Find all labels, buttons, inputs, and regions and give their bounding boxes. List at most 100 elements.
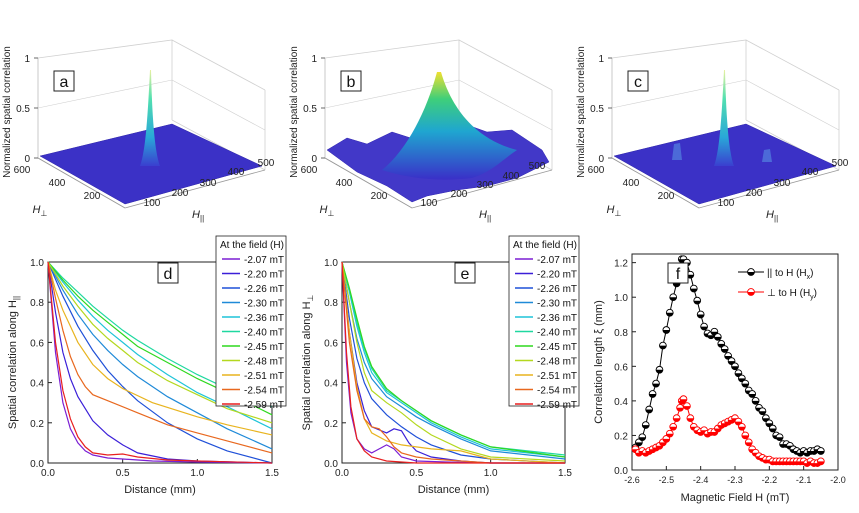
series-0-point-fill [697, 314, 705, 318]
par-tick-label: 300 [200, 178, 217, 189]
series-line-9 [341, 261, 565, 464]
par-tick-label: 100 [144, 198, 161, 209]
line-panel-e: 0.0 0.5 1.0 1.5 0.0 0.2 0.4 0.6 0.8 1.0 Distance (… [301, 235, 580, 496]
y-tick-label: 0.4 [614, 397, 628, 408]
legend-label-7: -2.48 mT [244, 357, 284, 368]
par-axis-sub: || [774, 214, 778, 223]
x-tick-label: 0.0 [41, 468, 55, 479]
legend-label-7: -2.48 mT [537, 357, 577, 368]
series-line-8 [341, 261, 566, 464]
perp-tick-label: 400 [623, 178, 640, 189]
x-tick-label: 1.0 [484, 468, 498, 479]
series-0-point-fill [707, 335, 715, 339]
perp-tick-label: 600 [301, 165, 318, 176]
series-0-point-fill [700, 326, 708, 330]
par-tick-label: 500 [832, 158, 849, 169]
panel-label-box [667, 262, 689, 284]
legend-title: At the field (H) [513, 240, 577, 251]
x-tick-label: 1.5 [265, 468, 279, 479]
legend-label-0: -2.07 mT [244, 255, 284, 266]
series-0-point-fill [662, 330, 670, 334]
y-tick-label: 1.0 [30, 258, 44, 269]
y-tick-label: 0.4 [324, 379, 338, 390]
series-line-3 [341, 261, 566, 460]
y-tick-label: 0.4 [30, 379, 44, 390]
z-tick-label: 1 [311, 54, 317, 65]
line-panels: 0.0 0.5 1.0 1.5 0.0 0.2 0.4 0.6 0.8 1.0 Distance (… [7, 235, 580, 496]
par-tick-label: 200 [746, 188, 763, 199]
x-tick-label: -2.5 [659, 475, 675, 485]
series-0-point-fill [741, 383, 749, 387]
gridline-mid-right [458, 79, 553, 131]
legend-label-1: ⊥ to H (Hy) [767, 288, 817, 301]
par-axis-label: H|| [479, 209, 491, 223]
series-0-point-fill [748, 394, 756, 398]
series-0-point-fill [687, 274, 694, 279]
y-tick-label: 1.2 [614, 259, 628, 270]
floor-front-edge [37, 157, 266, 209]
z-tick-label: 0 [311, 154, 317, 165]
surface-panel-a: 0 0.5 1 Normalized spatial correlation 600 40… [2, 39, 275, 223]
series-1-point-fill [738, 426, 746, 431]
x-tick-label: -2.0 [830, 475, 846, 485]
par-tick-label: 300 [477, 180, 494, 191]
series-1-point-fill [666, 433, 674, 438]
y-tick-label: 0.0 [30, 459, 44, 470]
series-1-point-fill [741, 435, 749, 439]
par-axis-label: H|| [192, 209, 204, 223]
series-line-6 [341, 261, 566, 458]
series-0-point-fill [649, 394, 656, 398]
series-line-1 [635, 398, 822, 464]
x-tick-label: -2.3 [727, 475, 743, 485]
par-axis-sub: || [487, 214, 491, 223]
series-line-7 [341, 261, 566, 462]
legend-label-1: -2.20 mT [537, 270, 577, 281]
z-tick-label: 0 [24, 154, 30, 165]
legend-swatch-fill-1 [747, 292, 755, 296]
par-tick-label: 400 [503, 171, 520, 182]
series-0-point-fill [714, 336, 722, 341]
series-0-point-fill [656, 369, 663, 374]
perp-axis-sub: ⊥ [40, 209, 47, 218]
series-line-2 [341, 261, 566, 464]
panel-label: a [60, 74, 69, 91]
series-line-8 [47, 261, 273, 436]
perp-tick-label: 200 [84, 191, 101, 202]
series-line-7 [47, 261, 273, 424]
perp-axis-label: H⊥ [320, 204, 335, 218]
legend-label-0: || to H (Hx) [767, 268, 814, 281]
y-tick-label: 0.8 [324, 298, 338, 309]
surface-peak [714, 70, 734, 166]
perp-tick-label: 200 [658, 191, 675, 202]
perp-tick-label: 600 [14, 165, 31, 176]
legend-label-3: -2.30 mT [537, 299, 577, 310]
legend-box [508, 235, 580, 407]
par-tick-label: 400 [802, 167, 819, 178]
perp-tick-label: 400 [49, 178, 66, 189]
series-0-point-fill [645, 409, 653, 413]
surface-panel-b: 0 0.5 1 Normalized spatial correlation 600 40… [289, 39, 553, 223]
y-tick-label: 0.2 [30, 419, 44, 430]
panel-label-box [340, 70, 362, 92]
series-1-point-fill [680, 399, 687, 403]
legend-box [215, 235, 287, 407]
series-0-point-fill [776, 437, 783, 441]
legend-label-8: -2.51 mT [244, 371, 284, 382]
legend-label-5: -2.40 mT [537, 328, 577, 339]
y-tick-label: 0.6 [324, 338, 338, 349]
y-tick-label: 0.6 [30, 338, 44, 349]
series-1-point-fill [714, 428, 722, 432]
panel-label: d [164, 266, 173, 283]
series-0-point-fill [652, 383, 660, 388]
series-0-point-fill [690, 288, 698, 292]
y-tick-label: 0.2 [324, 419, 338, 430]
z-tick-label: 0.5 [303, 104, 317, 115]
y-tick-label: 0.8 [614, 328, 628, 339]
series-line-4 [47, 261, 273, 430]
par-tick-label: 100 [718, 198, 735, 209]
series-0-point-fill [642, 425, 650, 429]
panel-label: e [461, 266, 470, 283]
par-tick-label: 200 [172, 188, 189, 199]
y-axis-label-sub: || [12, 296, 21, 300]
